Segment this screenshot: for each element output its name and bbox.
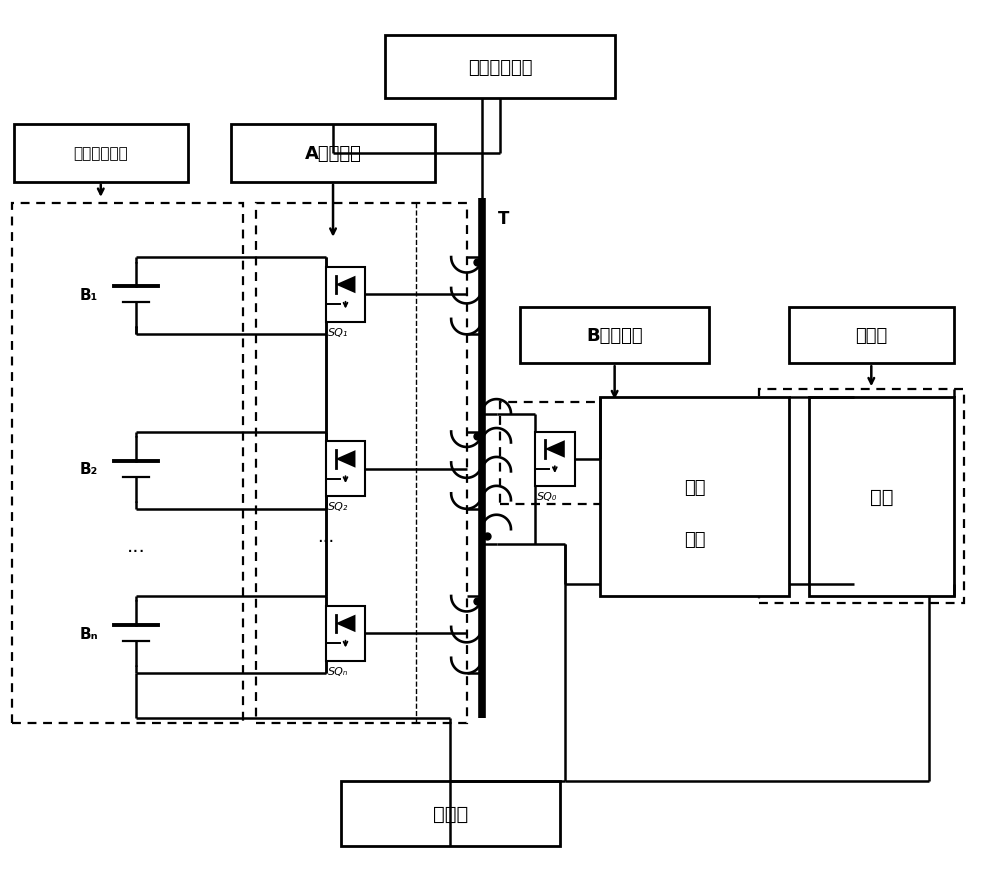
Bar bbox=[326, 607, 365, 661]
Text: Bₙ: Bₙ bbox=[80, 627, 98, 641]
Text: A组开关管: A组开关管 bbox=[305, 145, 361, 163]
Bar bbox=[326, 268, 365, 322]
Bar bbox=[500, 402, 652, 504]
Bar bbox=[231, 125, 435, 182]
Text: 多绕组变压器: 多绕组变压器 bbox=[468, 58, 532, 76]
Text: SQ₂: SQ₂ bbox=[328, 501, 348, 512]
Text: B₂: B₂ bbox=[80, 461, 98, 477]
Polygon shape bbox=[336, 615, 355, 633]
Text: 电池单元模块: 电池单元模块 bbox=[73, 146, 128, 162]
Text: 负载: 负载 bbox=[870, 488, 893, 507]
Polygon shape bbox=[336, 451, 355, 468]
Bar bbox=[600, 398, 789, 597]
Text: SQₙ: SQₙ bbox=[328, 666, 348, 676]
Text: 滤波: 滤波 bbox=[684, 478, 705, 496]
Text: B₁: B₁ bbox=[80, 288, 98, 302]
Text: SQ₀: SQ₀ bbox=[537, 492, 557, 501]
Bar bbox=[789, 308, 954, 364]
Bar bbox=[326, 442, 365, 497]
Bar bbox=[759, 389, 964, 604]
Bar bbox=[12, 203, 243, 723]
Bar bbox=[520, 308, 709, 364]
Text: 输出侧: 输出侧 bbox=[855, 327, 887, 345]
Bar bbox=[341, 781, 560, 846]
Bar bbox=[535, 432, 575, 487]
Bar bbox=[14, 125, 188, 182]
Text: 控制器: 控制器 bbox=[433, 804, 468, 823]
Text: T: T bbox=[498, 209, 510, 228]
Text: 模块: 模块 bbox=[684, 530, 705, 548]
Bar bbox=[385, 36, 615, 99]
Text: SQ₁: SQ₁ bbox=[328, 328, 348, 337]
Polygon shape bbox=[336, 276, 355, 294]
Text: B组开关管: B组开关管 bbox=[586, 327, 643, 345]
Bar bbox=[809, 398, 954, 597]
Text: ···: ··· bbox=[317, 533, 334, 551]
Text: ···: ··· bbox=[127, 542, 146, 561]
Polygon shape bbox=[545, 441, 565, 458]
Bar bbox=[256, 203, 467, 723]
